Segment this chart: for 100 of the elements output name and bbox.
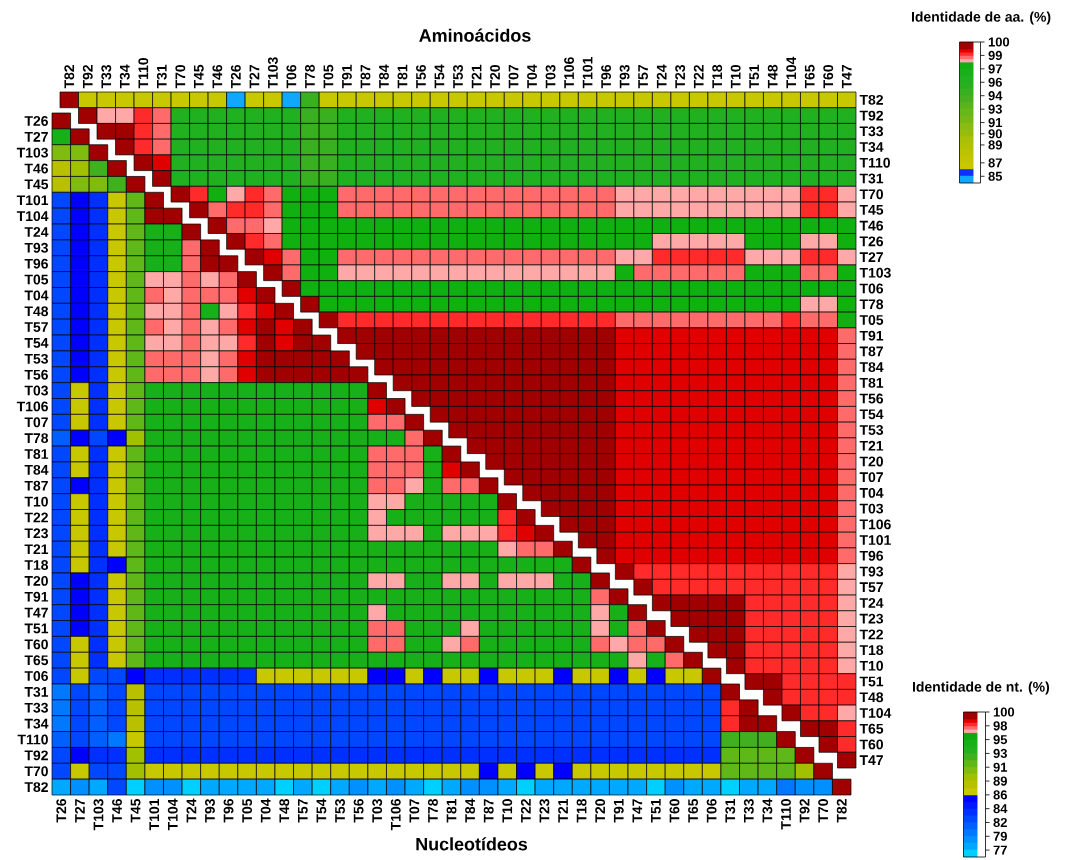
y-tick-label: T101: [16, 195, 49, 206]
y-tick-label: T06: [859, 283, 884, 294]
y-tick-label: T22: [24, 512, 48, 523]
y-tick-label: T81: [24, 449, 49, 459]
y-tick-label: T87: [24, 480, 48, 491]
x-tick-label: T96: [223, 799, 234, 823]
y-tick-label: T53: [24, 353, 48, 364]
y-tick-label: T48: [24, 306, 49, 317]
x-tick-label: T84: [379, 64, 389, 89]
color-bar-label: 87: [988, 158, 1002, 168]
y-tick-label: T87: [859, 346, 883, 357]
x-tick-label: T92: [82, 65, 93, 89]
y-tick-label: T92: [859, 110, 884, 121]
x-tick-label: T20: [595, 799, 606, 823]
y-tick-label: T33: [859, 126, 884, 137]
y-tick-label: T65: [859, 723, 884, 734]
x-tick-label: T18: [576, 798, 587, 823]
y-tick-label: T110: [17, 734, 48, 745]
y-tick-label: T20: [24, 575, 48, 586]
color-bar-label: 99: [988, 50, 1002, 60]
x-tick-label: T10: [502, 799, 513, 823]
x-tick-label: T103: [267, 57, 278, 89]
y-tick-label: T48: [859, 692, 884, 703]
y-tick-label: T78: [859, 299, 884, 310]
x-tick-label: T18: [712, 64, 723, 89]
color-bar-label: 89: [988, 140, 1002, 150]
y-tick-label: T27: [24, 131, 48, 142]
x-tick-label: T23: [675, 64, 686, 89]
y-tick-label: T82: [859, 94, 884, 105]
y-tick-label: T31: [859, 173, 884, 184]
x-tick-label: T27: [74, 799, 85, 823]
color-bar-label: 95: [993, 735, 1008, 745]
x-tick-label: T82: [64, 65, 75, 89]
x-tick-label: T70: [818, 799, 829, 823]
y-tick-label: T34: [859, 142, 884, 152]
y-tick-label: T04: [859, 487, 884, 498]
x-tick-label: T82: [836, 799, 847, 823]
y-tick-label: T18: [24, 560, 49, 570]
y-tick-label: T51: [859, 676, 884, 687]
color-bar-label: 86: [993, 790, 1007, 800]
x-tick-label: T104: [786, 56, 797, 89]
y-tick-label: T03: [24, 385, 48, 396]
y-tick-label: T34: [24, 718, 49, 729]
y-tick-label: T26: [859, 236, 884, 247]
color-bar-label: 89: [993, 776, 1007, 786]
x-tick-label: T24: [186, 798, 197, 823]
x-tick-label: T92: [799, 799, 810, 823]
x-axis-title: Aminoácidos: [419, 28, 531, 42]
y-tick-label: T82: [24, 782, 48, 793]
y-tick-label: T60: [859, 739, 883, 750]
color-bar-label: 85: [988, 171, 1003, 181]
x-tick-label: T20: [490, 65, 500, 89]
y-tick-label: T70: [24, 766, 48, 777]
y-tick-label: T18: [859, 645, 884, 656]
y-tick-label: T65: [24, 655, 49, 666]
x-tick-label: T46: [212, 64, 223, 89]
y-tick-label: T23: [859, 613, 884, 624]
x-tick-label: T21: [558, 798, 568, 823]
x-tick-label: T54: [434, 64, 445, 89]
x-tick-label: T101: [582, 57, 593, 89]
x-tick-label: T110: [781, 799, 791, 830]
y-tick-label: T33: [24, 702, 48, 713]
x-tick-label: T45: [130, 798, 141, 823]
x-tick-label: T31: [725, 798, 736, 823]
x-axis-title: Nucleotídeos: [416, 837, 528, 851]
x-tick-label: T65: [688, 798, 699, 823]
x-tick-label: T51: [651, 798, 661, 823]
y-tick-label: T05: [24, 274, 49, 285]
y-tick-label: T104: [16, 211, 49, 222]
color-bar-label: 93: [988, 104, 1002, 114]
y-tick-label: T78: [24, 433, 49, 444]
x-tick-label: T34: [762, 798, 773, 823]
color-bar-label: 94: [988, 91, 1003, 101]
color-bar-label: 90: [988, 129, 1002, 139]
y-tick-label: T57: [24, 322, 48, 332]
x-tick-label: T06: [706, 799, 717, 823]
x-tick-label: T05: [242, 798, 253, 823]
y-tick-label: T103: [16, 147, 48, 158]
x-tick-label: T21: [471, 64, 482, 89]
x-tick-label: T96: [601, 64, 612, 89]
y-tick-label: T54: [859, 409, 884, 420]
x-tick-label: T104: [167, 798, 178, 831]
y-tick-label: T104: [859, 708, 892, 718]
x-tick-label: T56: [353, 799, 364, 823]
y-tick-label: T101: [859, 535, 891, 545]
x-tick-label: T78: [427, 798, 438, 823]
y-tick-label: T24: [24, 227, 49, 237]
y-tick-label: T96: [859, 550, 884, 561]
x-tick-label: T78: [304, 64, 315, 89]
y-tick-label: T21: [859, 440, 884, 451]
y-tick-label: T10: [859, 660, 883, 671]
x-tick-label: T26: [230, 64, 241, 89]
y-tick-label: T31: [24, 686, 49, 697]
color-bar-label: 98: [993, 721, 1008, 731]
y-tick-label: T106: [16, 401, 48, 412]
x-tick-label: T57: [638, 65, 648, 89]
x-tick-label: T106: [564, 57, 575, 89]
y-tick-label: T57: [859, 582, 883, 593]
y-tick-label: T46: [859, 220, 884, 231]
color-bar-label: 96: [988, 77, 1002, 87]
